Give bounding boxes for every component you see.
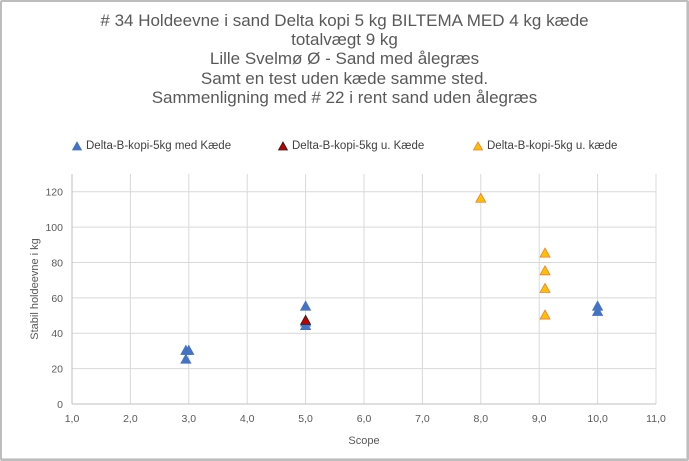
legend-item-series-3: Delta-B-kopi-5kg u. kæde [473,137,617,155]
data-point [539,309,551,320]
x-tick-label: 7,0 [415,413,430,425]
data-point [591,305,604,316]
x-tick-label: 2,0 [123,413,138,425]
y-tick-label: 60 [51,293,63,305]
y-tick-label: 80 [51,257,63,269]
series-3-points [475,192,551,320]
x-tick-label: 6,0 [357,413,372,425]
legend-marker-triangle-icon [72,141,82,151]
gridlines [71,174,657,405]
x-tick-label: 1,0 [65,413,80,425]
x-tick-label: 5,0 [298,413,313,425]
data-point [180,353,192,364]
chart-legend: Delta-B-kopi-5kg med Kæde Delta-B-kopi-5… [2,137,687,155]
tick-labels: 1,0 2,0 3,0 4,0 5,0 6,0 7,0 8,0 9,0 10,0 11,0 0 20 40… [45,187,666,425]
data-point [539,282,551,293]
y-axis-title: Stabil holdeevne i kg [29,238,41,340]
legend-marker-triangle-icon [473,141,483,151]
x-tick-label: 9,0 [532,413,547,425]
title-line-3: Lille Svelmø Ø - Sand med ålegræs [209,49,480,69]
y-tick-label: 40 [51,328,63,340]
data-point [183,344,195,355]
x-tick-label: 8,0 [473,413,488,425]
legend-label: Delta-B-kopi-5kg med Kæde [86,140,232,152]
legend-item-series-2: Delta-B-kopi-5kg u. Kæde [278,137,424,155]
title-line-4: Samt en test uden kæde samme sted. [200,68,489,88]
title-line-1: # 34 Holdeevne i sand Delta kopi 5 kg BI… [100,11,589,30]
series-2-points [299,314,312,325]
y-tick-label: 120 [45,187,63,199]
title-line-5: Sammenligning med # 22 i rent sand uden … [151,87,538,107]
x-tick-label: 3,0 [181,413,196,425]
title-line-2: totalvægt 9 kg [291,30,398,50]
data-point [299,300,312,311]
legend-label: Delta-B-kopi-5kg u. kæde [487,140,618,152]
x-axis-title: Scope [348,435,379,447]
data-point [475,192,487,203]
data-point [539,247,551,258]
legend-marker-triangle-icon [278,141,288,151]
data-point [591,300,604,311]
chart-title: # 34 Holdeevne i sand Delta kopi 5 kg BI… [2,11,687,107]
y-tick-label: 20 [51,364,63,376]
x-tick-label: 11,0 [646,413,666,425]
x-tick-label: 10,0 [587,413,608,425]
legend-item-series-1: Delta-B-kopi-5kg med Kæde [72,137,231,155]
x-tick-label: 4,0 [240,413,255,425]
data-points [180,192,604,364]
data-point [299,314,312,325]
legend-label: Delta-B-kopi-5kg u. Kæde [292,140,425,152]
y-tick-label: 100 [45,222,63,234]
data-point [539,264,551,276]
y-tick-label: 0 [57,399,63,411]
axes [71,174,656,405]
